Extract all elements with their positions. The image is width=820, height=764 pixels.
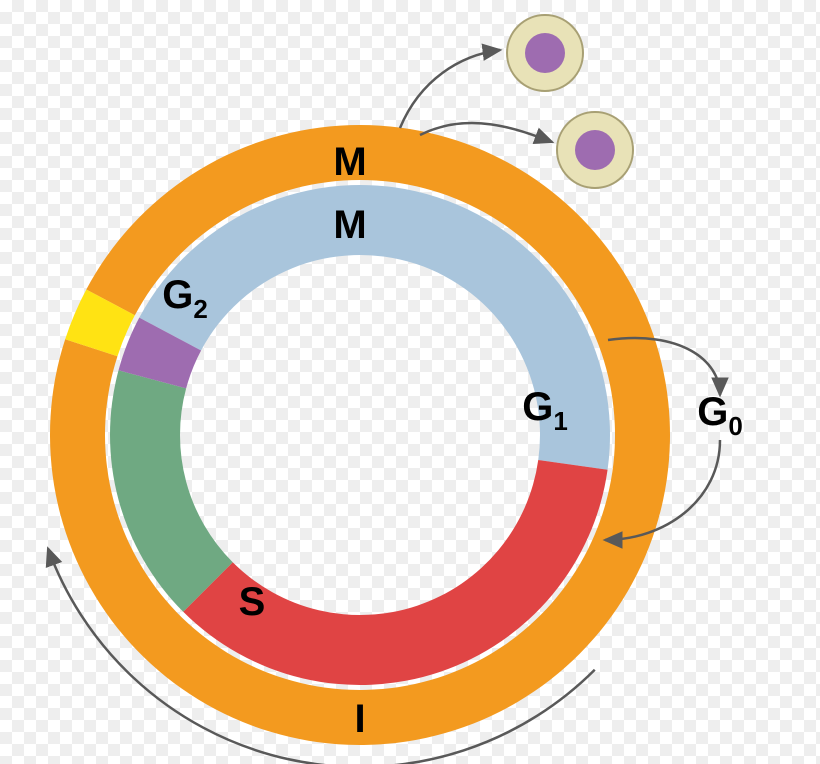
inner-ring <box>110 185 610 685</box>
outer-label-I: I <box>354 697 365 741</box>
division-arrow-1 <box>400 50 500 128</box>
daughter-cell-nucleus-1 <box>525 33 565 73</box>
daughter-cell-nucleus-2 <box>575 130 615 170</box>
outer-label-M: M <box>333 140 366 184</box>
cell-cycle-diagram: IMG1SG2MG0 <box>0 0 820 764</box>
inner-label-S: S <box>239 580 266 624</box>
daughter-cells <box>507 15 633 188</box>
g0-label: G0 <box>697 390 743 441</box>
inner-label-M: M <box>333 203 366 247</box>
